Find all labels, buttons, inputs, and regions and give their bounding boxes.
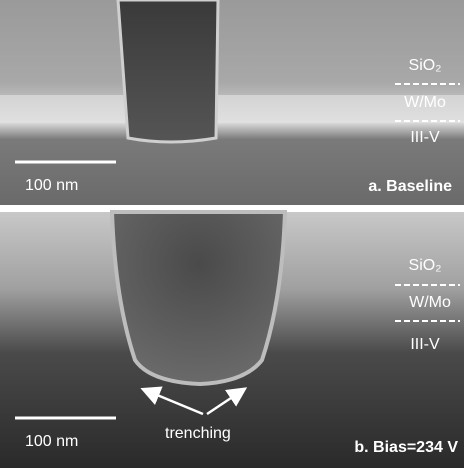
metal-band [0, 95, 464, 123]
layer-label: III-V [410, 336, 440, 353]
figure: SiO₂ W/Mo III-V 100 nm a. Baseline SiO₂ … [0, 0, 464, 468]
panel-caption: b. Bias=234 V [354, 439, 458, 456]
layer-label: SiO₂ [409, 257, 442, 274]
layer-label: W/Mo [404, 94, 446, 111]
annotation: trenching [165, 425, 231, 442]
scale-label: 100 nm [25, 433, 78, 450]
panel-b: SiO₂ W/Mo III-V trenching 100 nm b. Bias… [0, 212, 464, 468]
trench [112, 212, 285, 384]
trench [118, 0, 218, 142]
layer-label: W/Mo [409, 294, 451, 311]
scale-label: 100 nm [25, 177, 78, 194]
panel-caption: a. Baseline [368, 178, 452, 195]
layer-label: SiO₂ [409, 57, 442, 74]
panel-a: SiO₂ W/Mo III-V 100 nm a. Baseline [0, 0, 464, 205]
layer-label: III-V [410, 129, 440, 146]
